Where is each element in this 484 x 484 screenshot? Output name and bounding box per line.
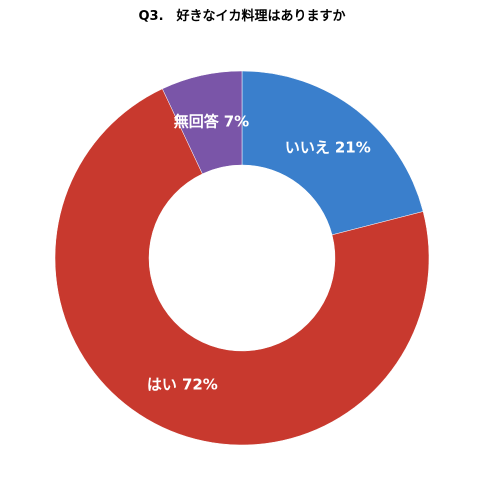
- chart-title: Q3. 好きなイカ料理はありますか: [138, 8, 345, 24]
- category-label: 無回答: [174, 112, 220, 130]
- value-label: 21%: [335, 138, 371, 156]
- value-label: 72%: [182, 375, 218, 393]
- donut-slice: [162, 70, 243, 175]
- donut-slice: [54, 88, 430, 446]
- data-label: いいえ 21%: [285, 138, 371, 156]
- category-label: はい: [147, 375, 177, 393]
- category-label: いいえ: [285, 138, 330, 156]
- value-label: 7%: [224, 112, 249, 130]
- data-label: はい 72%: [147, 375, 218, 393]
- donut-slice: [241, 70, 424, 236]
- data-label: 無回答 7%: [174, 112, 249, 130]
